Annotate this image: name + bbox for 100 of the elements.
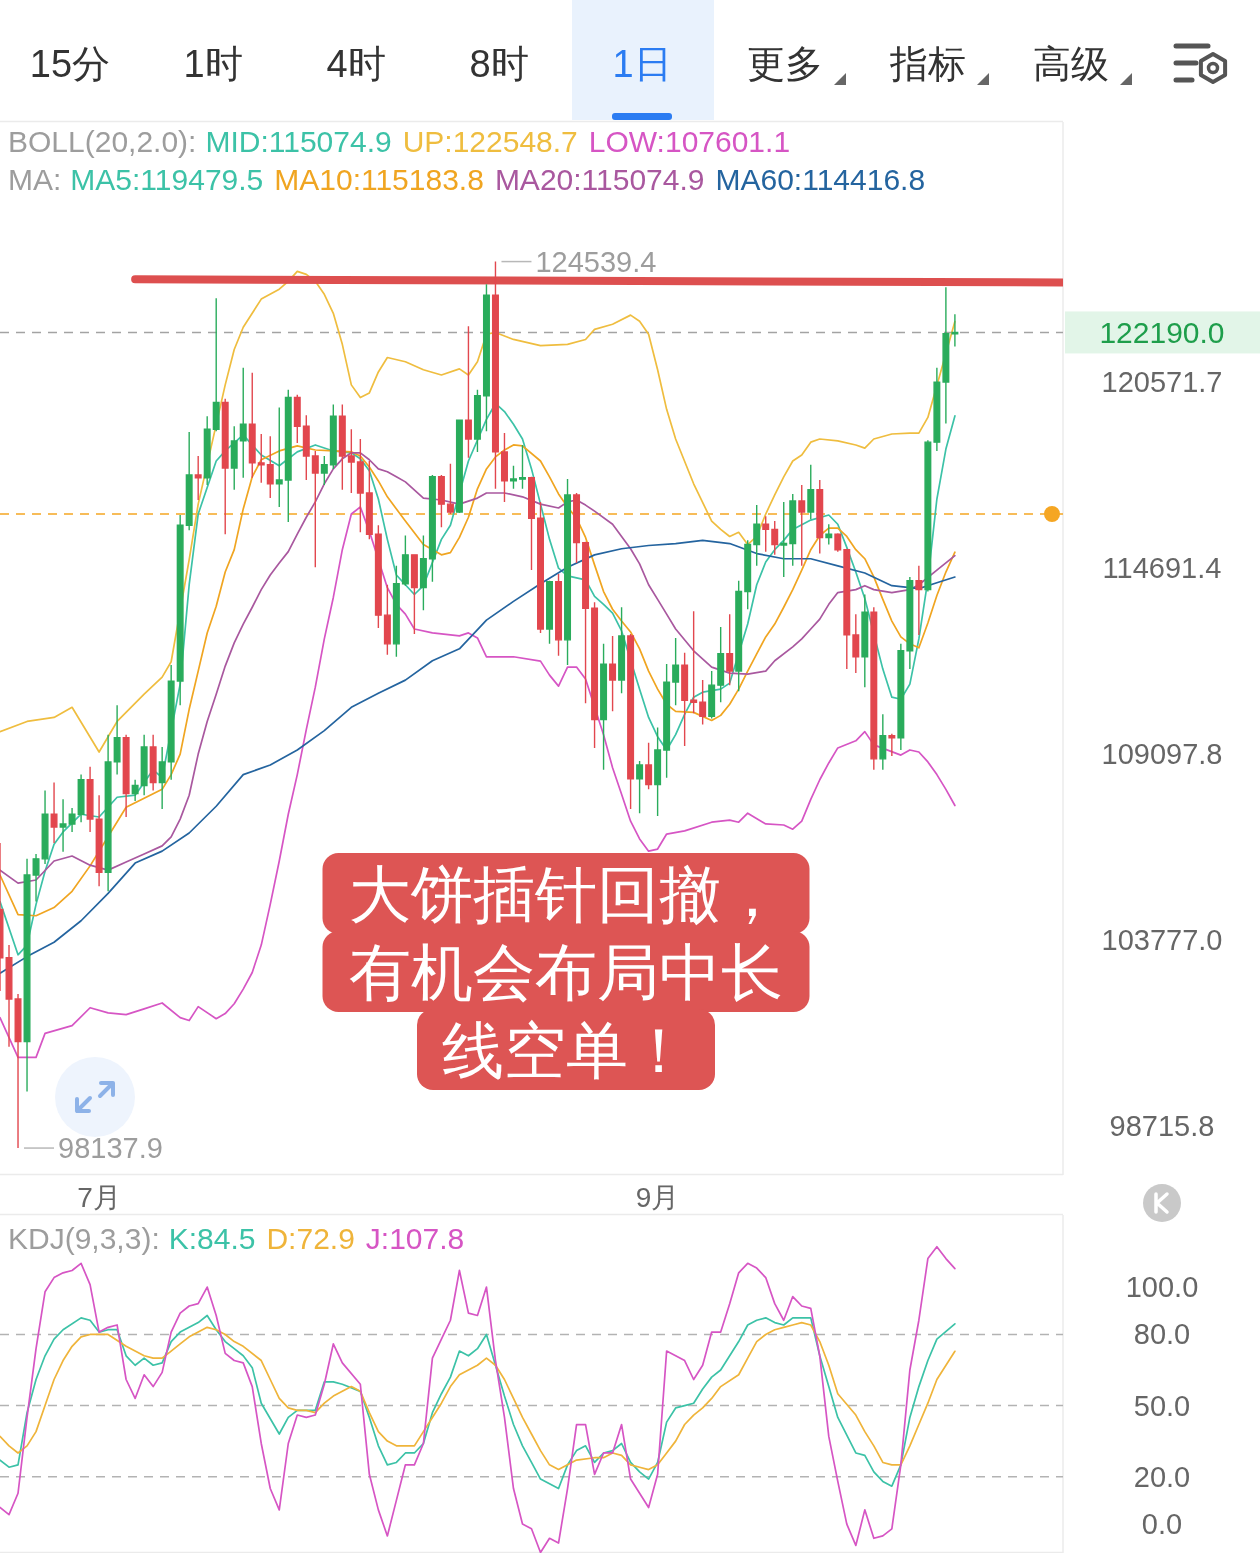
candlestick xyxy=(347,428,355,494)
x-tick-label: 7月 xyxy=(77,1182,121,1213)
candlestick xyxy=(293,394,301,444)
candlestick xyxy=(600,643,608,771)
candlestick xyxy=(753,504,761,567)
candlestick xyxy=(311,450,319,568)
candlestick xyxy=(41,789,49,865)
candlestick xyxy=(717,626,725,703)
candlestick xyxy=(861,593,869,688)
candlestick xyxy=(627,633,635,810)
y-tick-label: 114691.4 xyxy=(1102,552,1222,585)
candlestick xyxy=(23,858,31,1093)
y-tick-label: 120571.7 xyxy=(1101,366,1223,399)
candlestick xyxy=(690,610,698,715)
candlestick xyxy=(356,438,364,533)
y-tick-label: 20.0 xyxy=(1133,1460,1191,1493)
y-tick-label: 100.0 xyxy=(1125,1271,1199,1304)
candlestick xyxy=(95,794,103,888)
candlestick xyxy=(564,478,572,666)
candlestick xyxy=(158,746,166,810)
y-tick-label: 109097.8 xyxy=(1101,738,1223,771)
candlestick xyxy=(446,463,454,515)
candlestick xyxy=(59,798,67,853)
candlestick xyxy=(194,455,202,501)
candlestick xyxy=(735,580,743,692)
candlestick xyxy=(798,484,806,567)
candlestick xyxy=(555,573,563,657)
candlestick xyxy=(915,565,923,636)
candlestick xyxy=(771,520,779,556)
candlestick xyxy=(951,313,959,348)
candlestick xyxy=(789,493,797,567)
y-tick-label: 98715.8 xyxy=(1109,1110,1215,1143)
candlestick xyxy=(185,431,193,532)
text: 1日 xyxy=(612,43,672,85)
candlestick xyxy=(852,613,860,674)
candlestick xyxy=(744,539,752,610)
candlestick xyxy=(275,406,283,508)
annotation: 98137.9 xyxy=(58,1132,163,1165)
candlestick xyxy=(149,733,157,792)
candlestick xyxy=(636,760,644,814)
candlestick xyxy=(104,733,112,892)
candlestick xyxy=(500,432,508,503)
candlestick xyxy=(870,606,878,771)
y-tick-label: 50.0 xyxy=(1133,1389,1191,1422)
candlestick xyxy=(374,524,382,629)
candlestick xyxy=(906,576,914,670)
candlestick xyxy=(428,474,436,583)
ref-line-label: 122190.0 xyxy=(1099,316,1225,350)
candlestick xyxy=(726,613,734,686)
candlestick xyxy=(546,580,554,645)
candlestick xyxy=(528,476,535,571)
candlestick xyxy=(401,534,409,587)
x-tick-label: 9月 xyxy=(635,1182,680,1213)
candlestick xyxy=(924,439,932,593)
candlestick xyxy=(248,372,256,479)
candlestick xyxy=(509,465,517,490)
candlestick xyxy=(519,444,526,490)
candlestick xyxy=(897,643,905,751)
candlestick xyxy=(338,403,346,491)
candlestick xyxy=(419,534,427,611)
candlestick xyxy=(365,460,373,541)
candlestick xyxy=(672,637,680,706)
candlestick xyxy=(699,679,707,726)
candlestick xyxy=(50,781,58,844)
candlestick xyxy=(933,366,941,452)
candlestick xyxy=(320,455,328,486)
candlestick xyxy=(654,726,662,817)
candlestick xyxy=(203,415,211,486)
candlestick xyxy=(591,601,599,749)
candlestick xyxy=(482,283,490,432)
candlestick xyxy=(329,403,337,470)
candlestick xyxy=(212,297,220,432)
candlestick xyxy=(230,425,238,491)
candlestick xyxy=(888,732,896,757)
text: 4时 xyxy=(326,43,386,85)
y-tick-label: 0.0 xyxy=(1141,1508,1183,1541)
text: 8时 xyxy=(469,43,529,85)
candlestick xyxy=(221,398,229,535)
candlestick xyxy=(582,540,590,704)
candlestick xyxy=(167,664,175,781)
candlestick xyxy=(86,766,94,833)
candlestick xyxy=(843,548,851,670)
candlestick xyxy=(762,515,770,553)
candlestick xyxy=(473,389,481,453)
candlestick xyxy=(618,606,626,694)
candlestick xyxy=(77,773,85,823)
candlestick xyxy=(122,733,130,818)
text: 更多 xyxy=(747,43,823,85)
legend: BOLL(20,2.0): MID:115074.9 UP:122548.7 LOW:107601.1 MA: MA5:119479.5 MA10:115183.8 MA20:115074.9 MA60:114416.8 xyxy=(8,125,926,196)
candlestick xyxy=(609,635,617,713)
candlestick xyxy=(537,501,544,634)
candlestick xyxy=(140,733,148,796)
candlestick xyxy=(825,523,833,546)
candlestick xyxy=(392,565,400,658)
candlestick xyxy=(816,479,824,555)
candlestick xyxy=(807,464,815,520)
candlestick xyxy=(14,993,22,1149)
annotation: 124539.4 xyxy=(535,245,657,278)
text: 15分 xyxy=(29,43,111,85)
y-tick-label: 80.0 xyxy=(1133,1318,1191,1351)
